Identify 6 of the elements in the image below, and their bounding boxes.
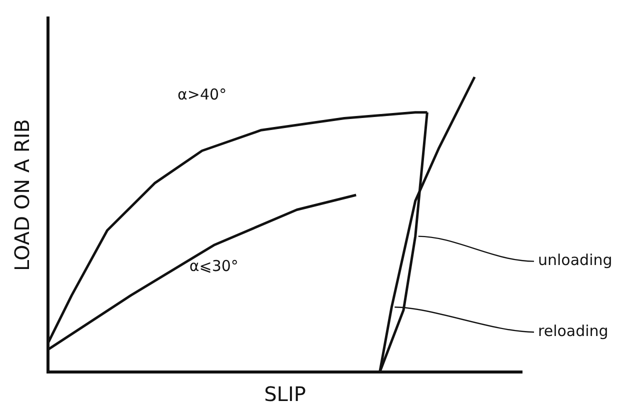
text: reloading xyxy=(538,322,608,340)
annotation: α>40° xyxy=(178,86,227,104)
annotation: α⩽30° xyxy=(189,257,238,276)
x-axis-title: SLIP xyxy=(264,382,306,406)
text: unloading xyxy=(538,251,612,270)
y-axis-title: LOAD ON A RIB xyxy=(10,119,34,271)
